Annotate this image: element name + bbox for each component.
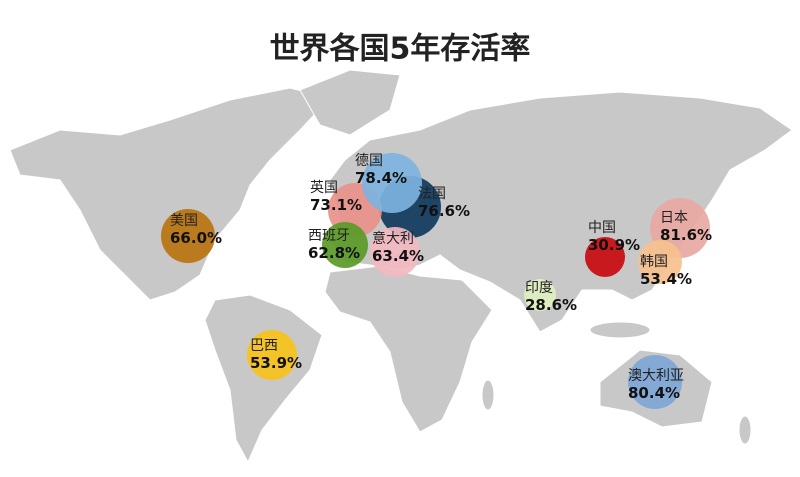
world-map	[9, 69, 793, 464]
indonesia	[589, 321, 651, 339]
bubble	[362, 153, 422, 213]
country-label: 韩国	[640, 254, 668, 270]
value-label: 28.6%	[525, 296, 577, 314]
value-label: 76.6%	[418, 202, 470, 220]
country-label: 澳大利亚	[628, 368, 684, 384]
bubble	[524, 279, 556, 311]
value-label: 78.4%	[355, 169, 407, 187]
country-label: 英国	[310, 179, 338, 196]
bubble	[638, 240, 682, 284]
country-label: 印度	[525, 280, 553, 296]
north-america	[9, 87, 331, 301]
bubble	[161, 209, 215, 263]
country-label: 美国	[170, 213, 198, 229]
value-label: 73.1%	[310, 196, 362, 214]
country-label: 日本	[660, 210, 688, 226]
chart-title: 世界各国5年存活率	[270, 32, 531, 67]
country-label: 意大利	[372, 230, 414, 247]
country-label: 德国	[355, 153, 383, 169]
new-zealand	[738, 415, 752, 445]
value-label: 53.4%	[640, 270, 692, 288]
value-label: 30.9%	[588, 236, 640, 254]
value-label: 62.8%	[308, 244, 360, 262]
madagascar	[481, 379, 495, 411]
country-label: 巴西	[250, 338, 278, 354]
bubble	[628, 355, 682, 409]
value-label: 81.6%	[660, 226, 712, 244]
bubble	[585, 237, 625, 277]
greenland	[299, 69, 401, 136]
bubble	[370, 227, 420, 277]
africa	[324, 265, 493, 433]
value-label: 63.4%	[372, 247, 424, 265]
country-label: 法国	[418, 186, 446, 202]
bubble	[247, 330, 297, 380]
value-label: 53.9%	[250, 354, 302, 372]
value-label: 66.0%	[170, 229, 222, 247]
country-label: 西班牙	[308, 228, 350, 244]
bubble	[322, 222, 368, 268]
value-label: 80.4%	[628, 384, 680, 402]
country-label: 中国	[588, 220, 616, 236]
